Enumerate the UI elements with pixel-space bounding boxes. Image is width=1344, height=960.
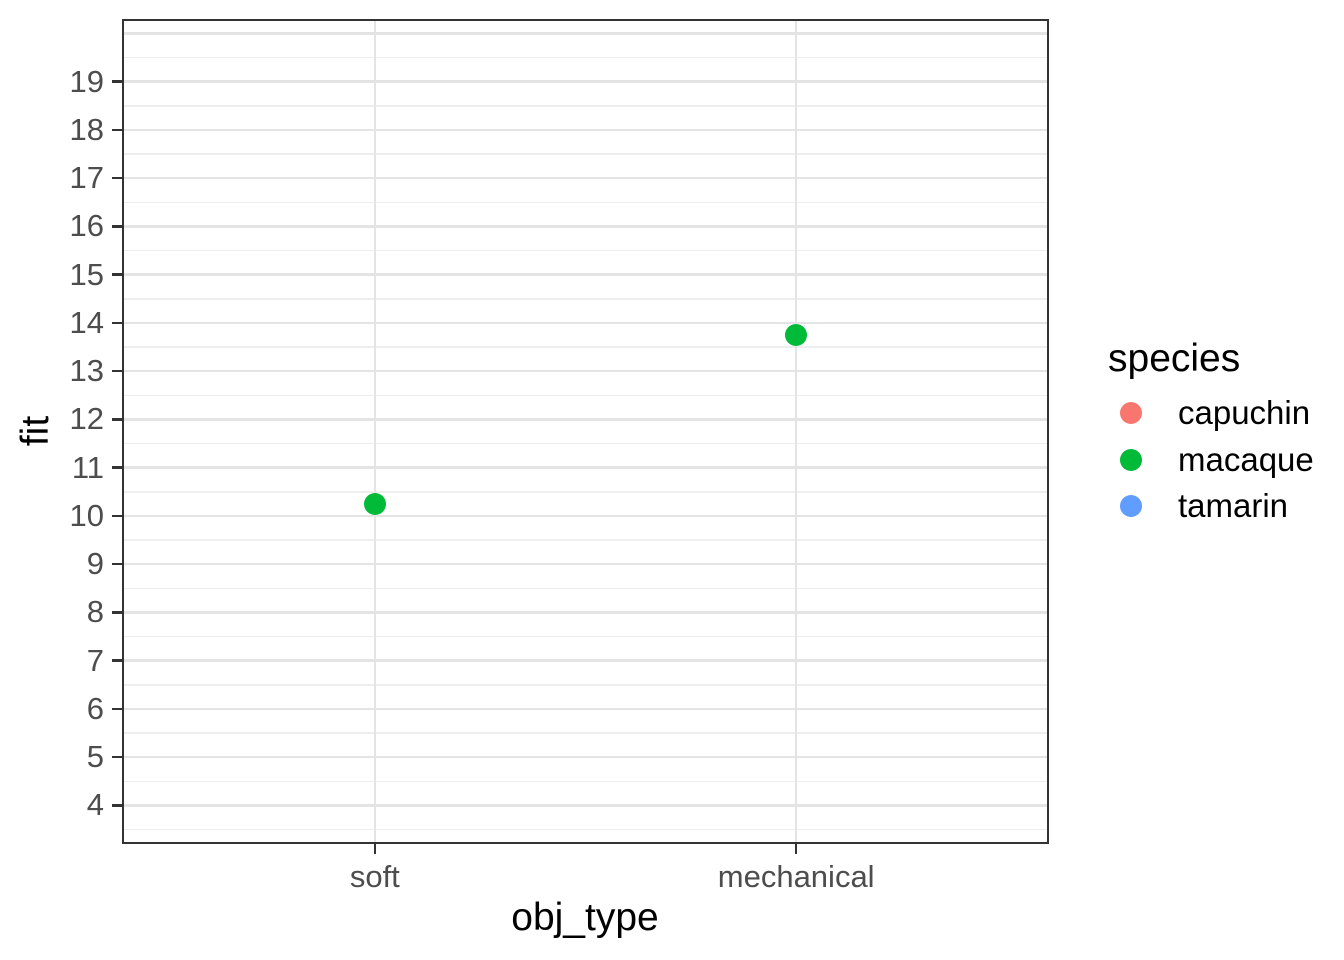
legend-key-tamarin	[1120, 495, 1142, 518]
gridline-minor-h	[122, 539, 1049, 541]
gridline-major-h	[122, 755, 1049, 759]
gridline-minor-h	[122, 346, 1049, 348]
data-point-macaque	[363, 492, 386, 515]
y-tick-mark	[112, 369, 122, 373]
y-tick-mark	[112, 128, 122, 132]
gridline-major-v	[373, 19, 377, 844]
y-tick-label: 12	[69, 401, 104, 437]
gridline-minor-h	[122, 249, 1049, 252]
gridline-minor-h	[122, 780, 1049, 783]
x-tick-label: soft	[349, 859, 400, 894]
gridline-major-h	[122, 659, 1049, 662]
gridline-major-h	[122, 707, 1049, 711]
gridline-major-h	[122, 128, 1049, 132]
y-tick-mark	[112, 273, 122, 276]
gridline-major-h	[122, 611, 1049, 614]
y-tick-label: 6	[86, 690, 104, 726]
gridline-major-h	[122, 804, 1049, 807]
y-tick-label: 8	[86, 594, 104, 630]
gridline-minor-h	[122, 298, 1049, 300]
y-tick-label: 19	[69, 63, 104, 99]
y-tick-mark	[112, 80, 122, 83]
x-tick-label: mechanical	[717, 859, 875, 894]
y-tick-label: 10	[69, 497, 104, 533]
gridline-major-h	[122, 418, 1049, 421]
y-axis-title: fit	[14, 415, 57, 447]
y-tick-mark	[112, 804, 122, 807]
gridline-major-h	[122, 176, 1049, 180]
gridline-minor-h	[122, 153, 1049, 155]
y-tick-label: 17	[69, 160, 104, 196]
y-tick-mark	[112, 418, 122, 421]
legend-entries: capuchin macaque tamarin	[1108, 390, 1314, 530]
y-tick-label: 5	[86, 739, 104, 775]
gridline-minor-h	[122, 394, 1049, 397]
y-tick-label: 15	[69, 256, 104, 292]
gridline-minor-h	[122, 105, 1049, 107]
data-point-macaque	[785, 324, 808, 346]
y-tick-mark	[112, 225, 122, 228]
y-tick-label: 7	[86, 642, 104, 678]
gridline-minor-h	[122, 732, 1049, 734]
y-tick-mark	[112, 611, 122, 614]
gridline-major-h	[122, 80, 1049, 83]
gridline-major-v	[794, 19, 798, 844]
y-tick-mark	[112, 466, 122, 469]
gridline-major-h	[122, 32, 1049, 35]
x-tick-mark	[794, 844, 798, 854]
gridline-major-h	[122, 273, 1049, 276]
legend-label: macaque	[1178, 440, 1314, 478]
gridline-major-h	[122, 321, 1049, 325]
y-tick-label: 16	[69, 208, 104, 244]
legend-label: tamarin	[1178, 487, 1289, 525]
legend-entry-capuchin: capuchin	[1108, 390, 1314, 437]
y-tick-mark	[112, 562, 122, 566]
gridline-major-h	[122, 514, 1049, 518]
legend-entry-macaque: macaque	[1108, 437, 1314, 484]
x-tick-mark	[373, 844, 377, 854]
gridline-minor-h	[122, 828, 1049, 831]
y-tick-mark	[112, 755, 122, 759]
gridline-major-h	[122, 225, 1049, 228]
y-tick-mark	[112, 321, 122, 325]
gridline-minor-h	[122, 635, 1049, 638]
gridline-minor-h	[122, 56, 1049, 59]
legend-label: capuchin	[1178, 394, 1311, 432]
y-tick-mark	[112, 514, 122, 518]
y-tick-label: 18	[69, 111, 104, 147]
legend-key-capuchin	[1120, 402, 1142, 425]
gridline-minor-h	[122, 201, 1049, 204]
gridline-major-h	[122, 466, 1049, 469]
gridline-minor-h	[122, 491, 1049, 493]
y-tick-mark	[112, 659, 122, 662]
gridline-major-h	[122, 369, 1049, 373]
gridline-minor-h	[122, 684, 1049, 686]
gridline-minor-h	[122, 442, 1049, 445]
legend-title: species	[1108, 337, 1241, 380]
y-tick-label: 13	[69, 353, 104, 389]
gridline-major-h	[122, 562, 1049, 566]
y-tick-label: 9	[86, 546, 104, 582]
plot-panel	[122, 19, 1049, 844]
y-tick-mark	[112, 176, 122, 180]
legend-entry-tamarin: tamarin	[1108, 483, 1314, 530]
y-tick-label: 4	[86, 787, 104, 823]
legend: species capuchin macaque tamarin	[1108, 337, 1314, 530]
y-tick-label: 14	[69, 304, 104, 340]
y-tick-label: 11	[71, 449, 104, 485]
gridline-minor-h	[122, 587, 1049, 590]
y-tick-mark	[112, 707, 122, 711]
legend-key-macaque	[1120, 448, 1142, 471]
x-axis-title: obj_type	[511, 896, 659, 939]
